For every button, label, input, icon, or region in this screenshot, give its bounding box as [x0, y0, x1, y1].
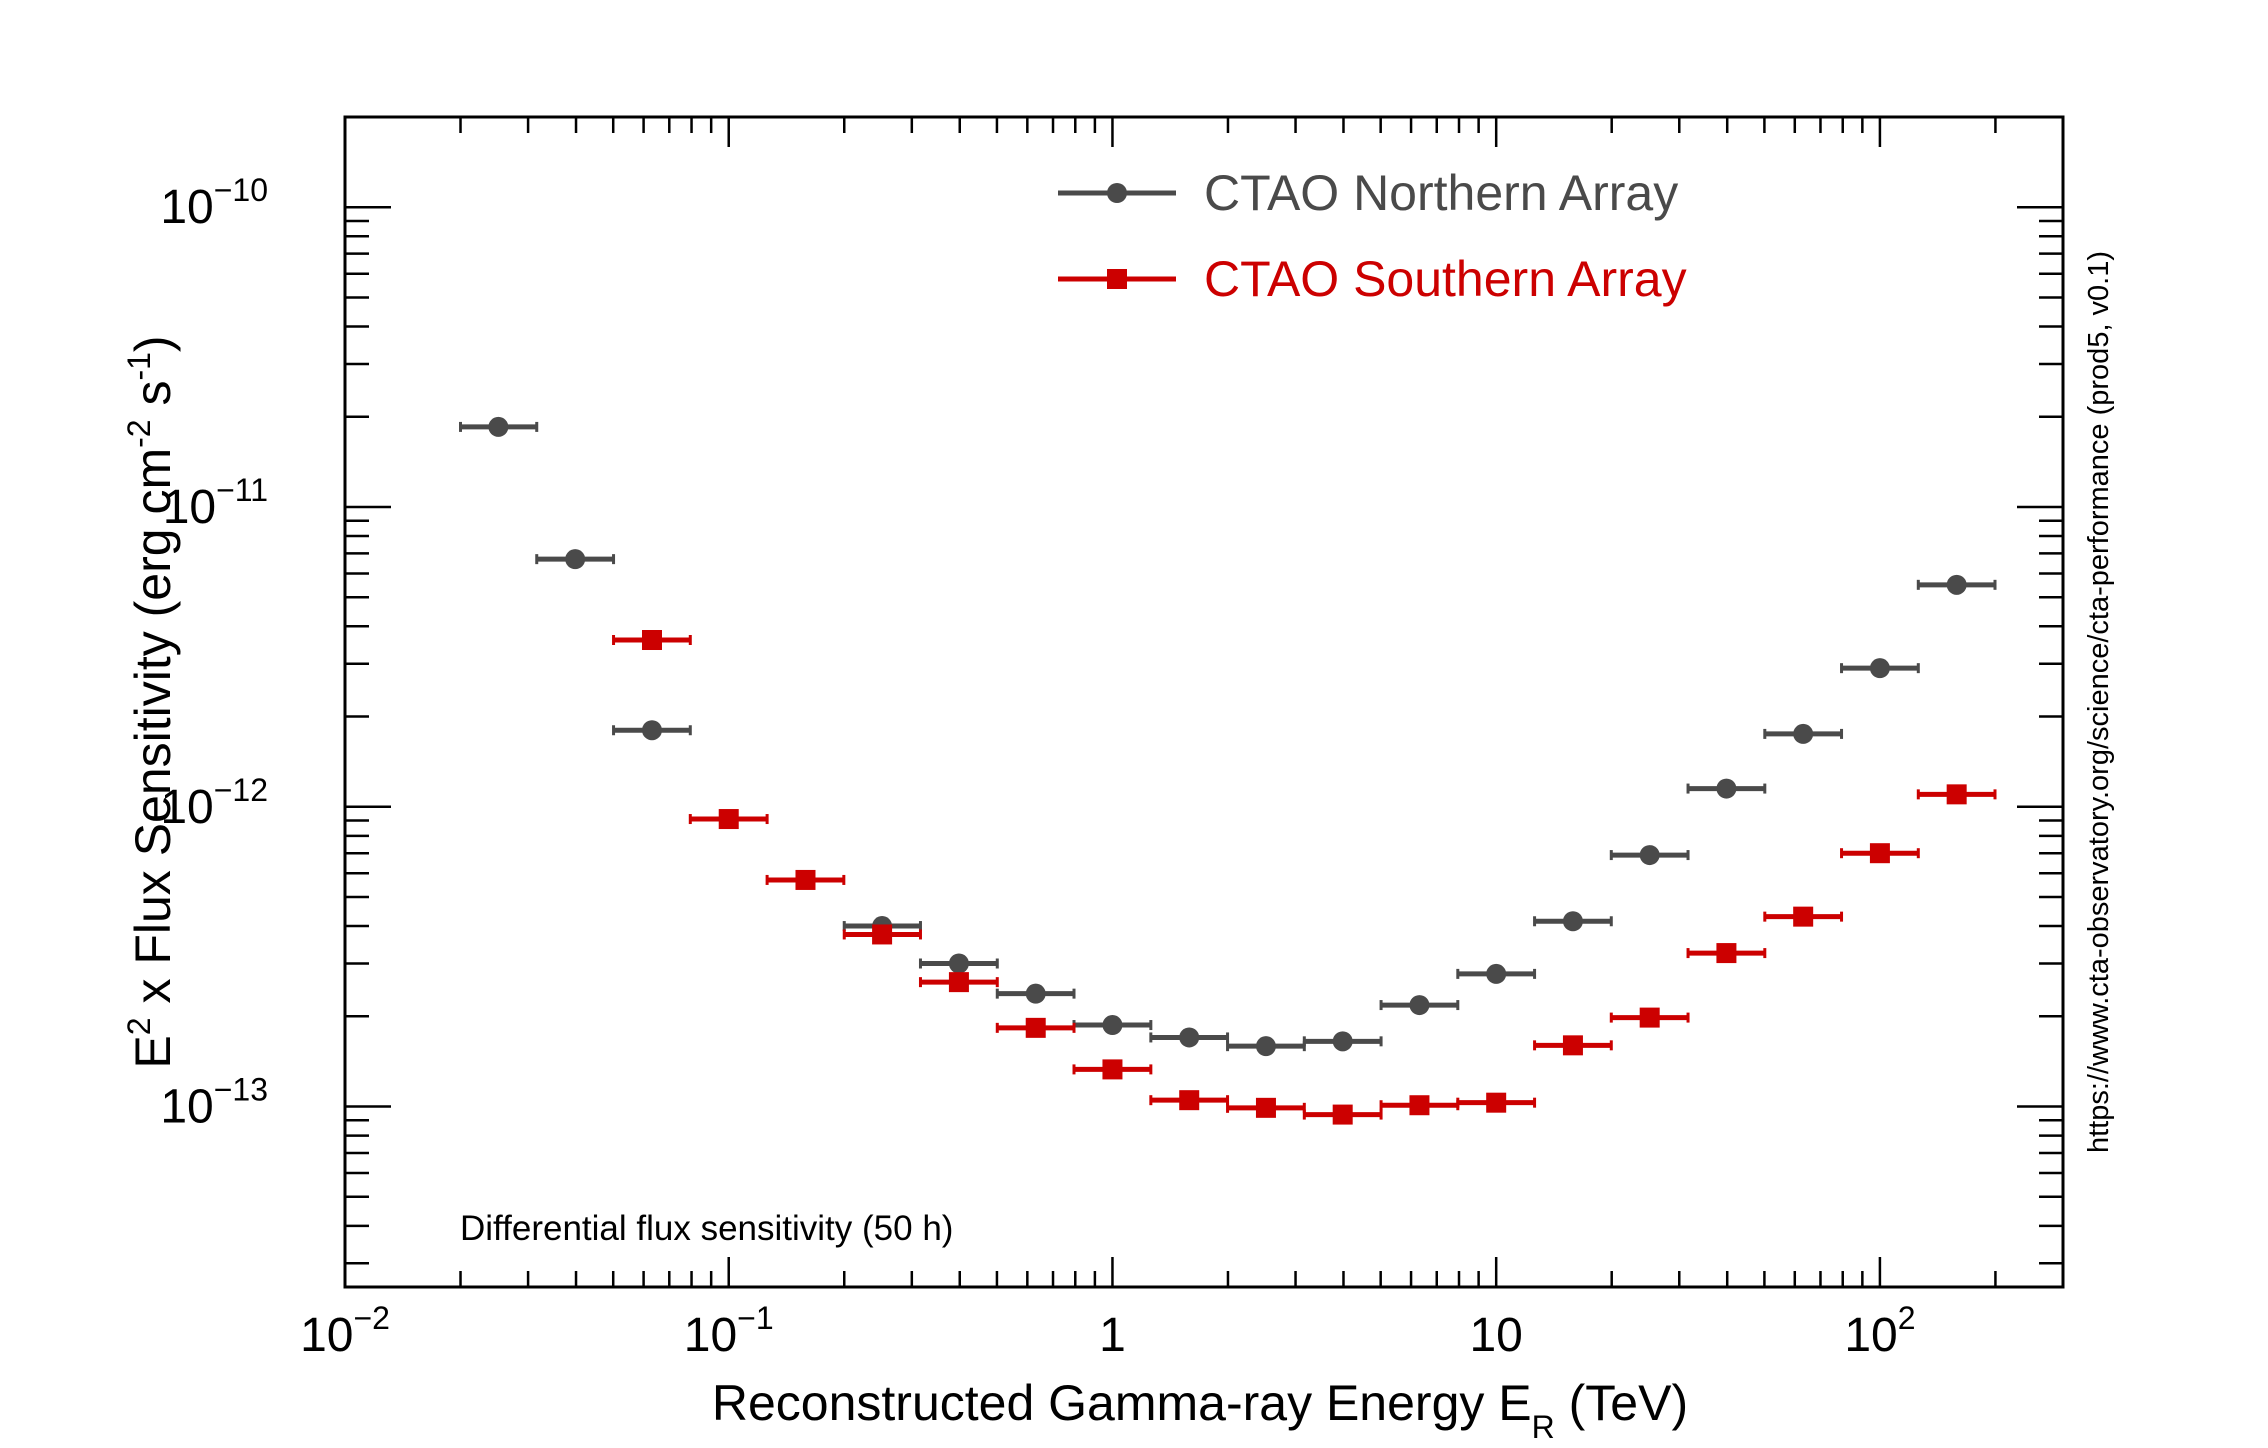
y-tick-labels: 10−13 10−12 10−11 10−10 — [160, 172, 268, 1133]
data-point — [1409, 995, 1430, 1016]
minor-ticks — [345, 115, 2065, 1287]
data-point — [718, 809, 739, 830]
legend-label: CTAO Southern Array — [1204, 251, 1687, 307]
y-tick-label: 10−12 — [160, 772, 268, 834]
y-tick-label: 10−10 — [160, 172, 268, 234]
data-point — [1716, 778, 1737, 799]
data-point — [1946, 574, 1967, 595]
x-axis-label: Reconstructed Gamma-ray Energy ER (TeV) — [712, 1375, 1688, 1445]
x-tick-label: 10−2 — [300, 1300, 390, 1362]
x-tick-labels: 10−2 10−1 1 10 102 — [300, 1300, 1915, 1362]
x-tick-label: 10−1 — [684, 1300, 774, 1362]
data-point — [1946, 784, 1967, 805]
legend-label: CTAO Northern Array — [1204, 165, 1678, 221]
x-tick-label: 102 — [1844, 1300, 1915, 1362]
data-point — [1486, 1092, 1507, 1113]
data-point — [1179, 1090, 1200, 1111]
data-point — [488, 416, 509, 437]
plot-frame — [343, 115, 2065, 1289]
y-tick-label: 10−11 — [163, 472, 268, 534]
data-point — [1793, 906, 1814, 927]
data-point — [1409, 1095, 1430, 1116]
y-tick-label: 10−13 — [160, 1072, 268, 1134]
data-point — [1562, 911, 1583, 932]
legend: CTAO Northern Array CTAO Southern Array — [1058, 165, 1687, 307]
data-point — [872, 924, 893, 945]
data-point — [1716, 943, 1737, 964]
side-note-url: https://www.cta-observatory.org/science/… — [2083, 251, 2115, 1153]
data-point — [1639, 1007, 1660, 1028]
data-point — [1332, 1031, 1353, 1052]
data-point — [1102, 1059, 1123, 1080]
data-point — [1025, 983, 1046, 1004]
data-point — [1562, 1035, 1583, 1056]
y-axis-label: E2 x Flux Sensitivity (erg cm-2 s-1) — [121, 335, 181, 1068]
data-point — [641, 630, 662, 651]
x-tick-label: 1 — [1099, 1309, 1126, 1362]
x-tick-label: 10 — [1469, 1309, 1522, 1362]
legend-marker — [1107, 183, 1127, 203]
series-southern — [612, 630, 1997, 1125]
legend-marker — [1107, 269, 1127, 289]
data-point — [795, 869, 816, 890]
data-point — [1639, 845, 1660, 866]
data-point — [1793, 723, 1814, 744]
data-point — [1179, 1027, 1200, 1048]
data-point — [565, 549, 586, 570]
data-point — [1025, 1017, 1046, 1038]
data-point — [1486, 963, 1507, 984]
series-layer — [459, 416, 1997, 1125]
data-point — [1102, 1015, 1123, 1036]
data-point — [1255, 1036, 1276, 1057]
annotation-text: Differential flux sensitivity (50 h) — [460, 1209, 953, 1248]
data-point — [1869, 843, 1890, 864]
data-point — [641, 720, 662, 741]
data-point — [1332, 1104, 1353, 1125]
data-point — [948, 972, 969, 993]
data-point — [948, 953, 969, 974]
data-point — [1869, 658, 1890, 679]
data-point — [1255, 1097, 1276, 1118]
series-northern — [459, 416, 1997, 1057]
